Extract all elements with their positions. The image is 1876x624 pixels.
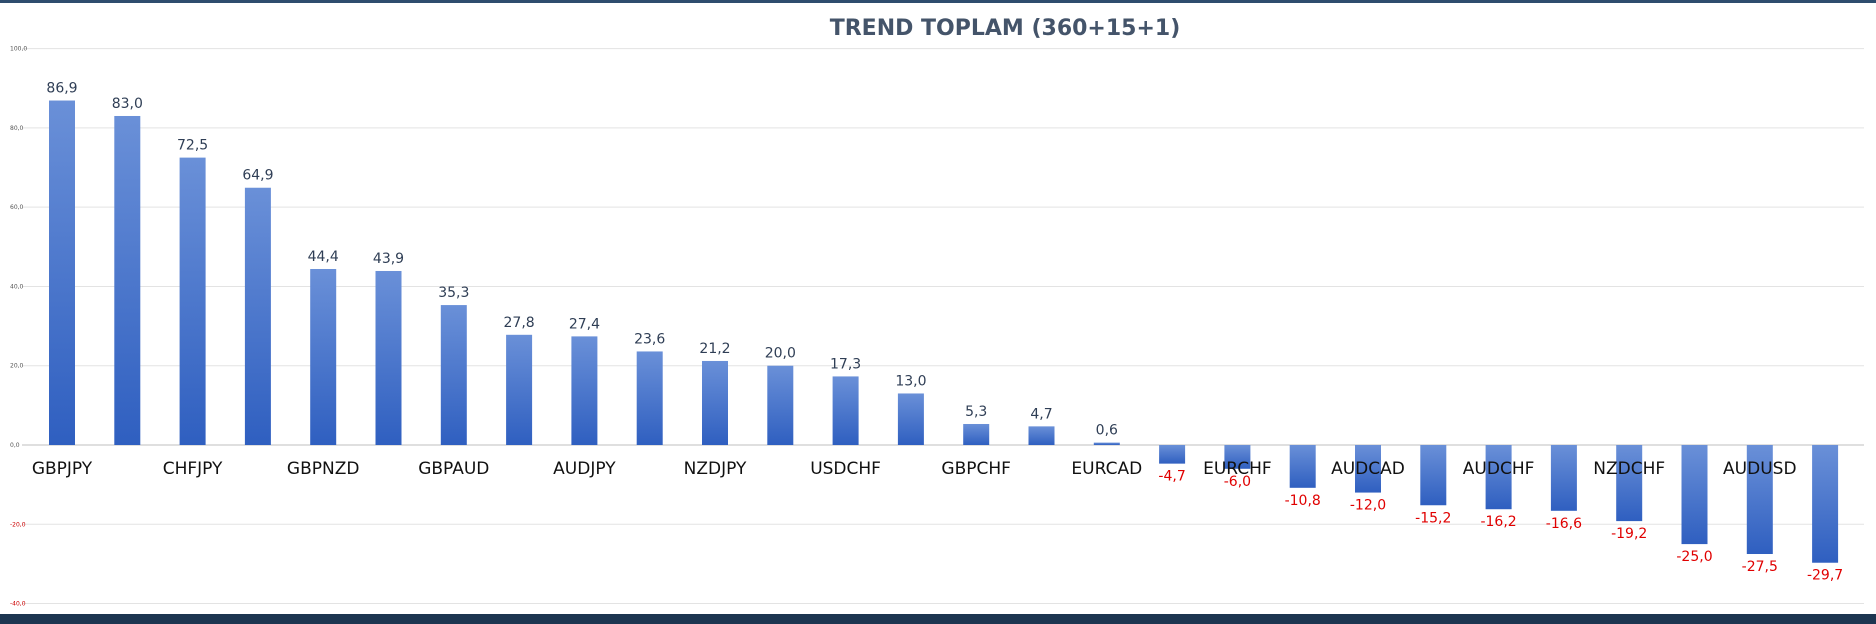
- bar: [897, 393, 924, 445]
- bar: [440, 305, 467, 445]
- gridlines: [22, 48, 1864, 605]
- data-label: 13,0: [895, 373, 926, 389]
- bar: [1159, 445, 1186, 464]
- y-tick-label: 100,0: [10, 46, 27, 53]
- data-label: 83,0: [112, 96, 143, 112]
- bar: [1289, 445, 1316, 488]
- bar: [702, 360, 728, 445]
- bar: [636, 351, 663, 445]
- data-label: 0,6: [1096, 423, 1118, 439]
- bar: [1550, 445, 1577, 511]
- category-label: EURCAD: [1071, 459, 1142, 479]
- category-label: EURCHF: [1203, 459, 1272, 479]
- y-tick-label: 80,0: [10, 125, 24, 132]
- data-label: -12,0: [1350, 498, 1386, 514]
- data-label: -16,6: [1546, 516, 1582, 532]
- data-label: -10,8: [1285, 493, 1321, 509]
- data-label: -16,2: [1480, 514, 1516, 530]
- bar: [1616, 445, 1643, 522]
- bar: [1093, 442, 1120, 445]
- bar: [244, 187, 271, 446]
- bar-chart: TREND TOPLAM (360+15+1) 100,0 80,0 60,0 40,…: [10, 16, 1864, 608]
- bar: [506, 334, 533, 445]
- category-label: NZDCHF: [1593, 459, 1665, 479]
- bar: [832, 376, 859, 445]
- bar: [1355, 445, 1381, 493]
- data-label: -6,0: [1224, 474, 1251, 490]
- category-label: AUDCAD: [1331, 459, 1405, 479]
- bar: [1224, 445, 1251, 469]
- data-label: 72,5: [177, 138, 208, 154]
- category-label: GBPAUD: [418, 459, 489, 479]
- category-label: USDCHF: [810, 459, 881, 479]
- category-label: AUDCHF: [1463, 459, 1535, 479]
- bar: [375, 270, 402, 445]
- bar: [49, 100, 75, 446]
- data-label: 21,2: [699, 341, 730, 357]
- bar: [1420, 445, 1447, 506]
- bar: [1028, 426, 1055, 445]
- category-label: GBPNZD: [287, 459, 360, 479]
- data-label: 27,4: [569, 316, 600, 332]
- data-label: 23,6: [634, 331, 665, 347]
- y-tick-label: 40,0: [10, 283, 24, 290]
- data-label: 86,9: [46, 81, 77, 97]
- bar: [1746, 445, 1773, 555]
- data-label: 4,7: [1030, 406, 1052, 422]
- category-label: GBPJPY: [32, 459, 93, 479]
- y-tick-label: -20,0: [10, 521, 26, 528]
- data-labels: 86,9 83,0 72,5 64,9 44,4 43,9 35,3 27,8 27,4 23,6…: [46, 81, 1843, 584]
- data-label: 5,3: [965, 404, 987, 420]
- category-label: CHFJPY: [163, 459, 223, 479]
- data-label: -19,2: [1611, 526, 1647, 542]
- y-tick-label: 20,0: [10, 363, 24, 370]
- category-label: AUDJPY: [553, 459, 616, 479]
- data-label: 20,0: [765, 346, 796, 362]
- data-label: 64,9: [242, 168, 273, 184]
- bar: [179, 157, 206, 446]
- bar: [310, 268, 337, 445]
- data-label: 44,4: [308, 249, 339, 265]
- y-tick-label: -40,0: [10, 601, 26, 608]
- y-tick-label: 60,0: [10, 204, 24, 211]
- data-label: -27,5: [1742, 559, 1778, 575]
- data-label: -4,7: [1158, 469, 1185, 485]
- data-label: 35,3: [438, 285, 469, 301]
- bar: [571, 336, 598, 445]
- category-labels: GBPJPY CHFJPY GBPNZD GBPAUD AUDJPY NZDJPY USDC…: [32, 459, 1797, 479]
- y-tick-label: 0,0: [10, 442, 20, 449]
- data-label: -25,0: [1676, 549, 1712, 565]
- bar: [963, 423, 990, 445]
- data-label: 27,8: [504, 315, 535, 331]
- category-label: GBPCHF: [941, 459, 1011, 479]
- chart-title: TREND TOPLAM (360+15+1): [830, 16, 1181, 41]
- bar: [114, 115, 141, 445]
- data-label: -29,7: [1807, 568, 1843, 584]
- bar: [1812, 445, 1839, 563]
- bar: [1485, 445, 1512, 510]
- bars: [49, 100, 1839, 563]
- bar: [1681, 445, 1708, 545]
- category-label: NZDJPY: [684, 459, 747, 479]
- data-label: 43,9: [373, 251, 404, 267]
- y-axis-ticks: 100,0 80,0 60,0 40,0 20,0 0,0 -20,0 -40,0: [10, 46, 27, 608]
- bar: [767, 365, 794, 445]
- data-label: -15,2: [1415, 510, 1451, 526]
- data-label: 17,3: [830, 356, 861, 372]
- category-label: AUDUSD: [1723, 459, 1797, 479]
